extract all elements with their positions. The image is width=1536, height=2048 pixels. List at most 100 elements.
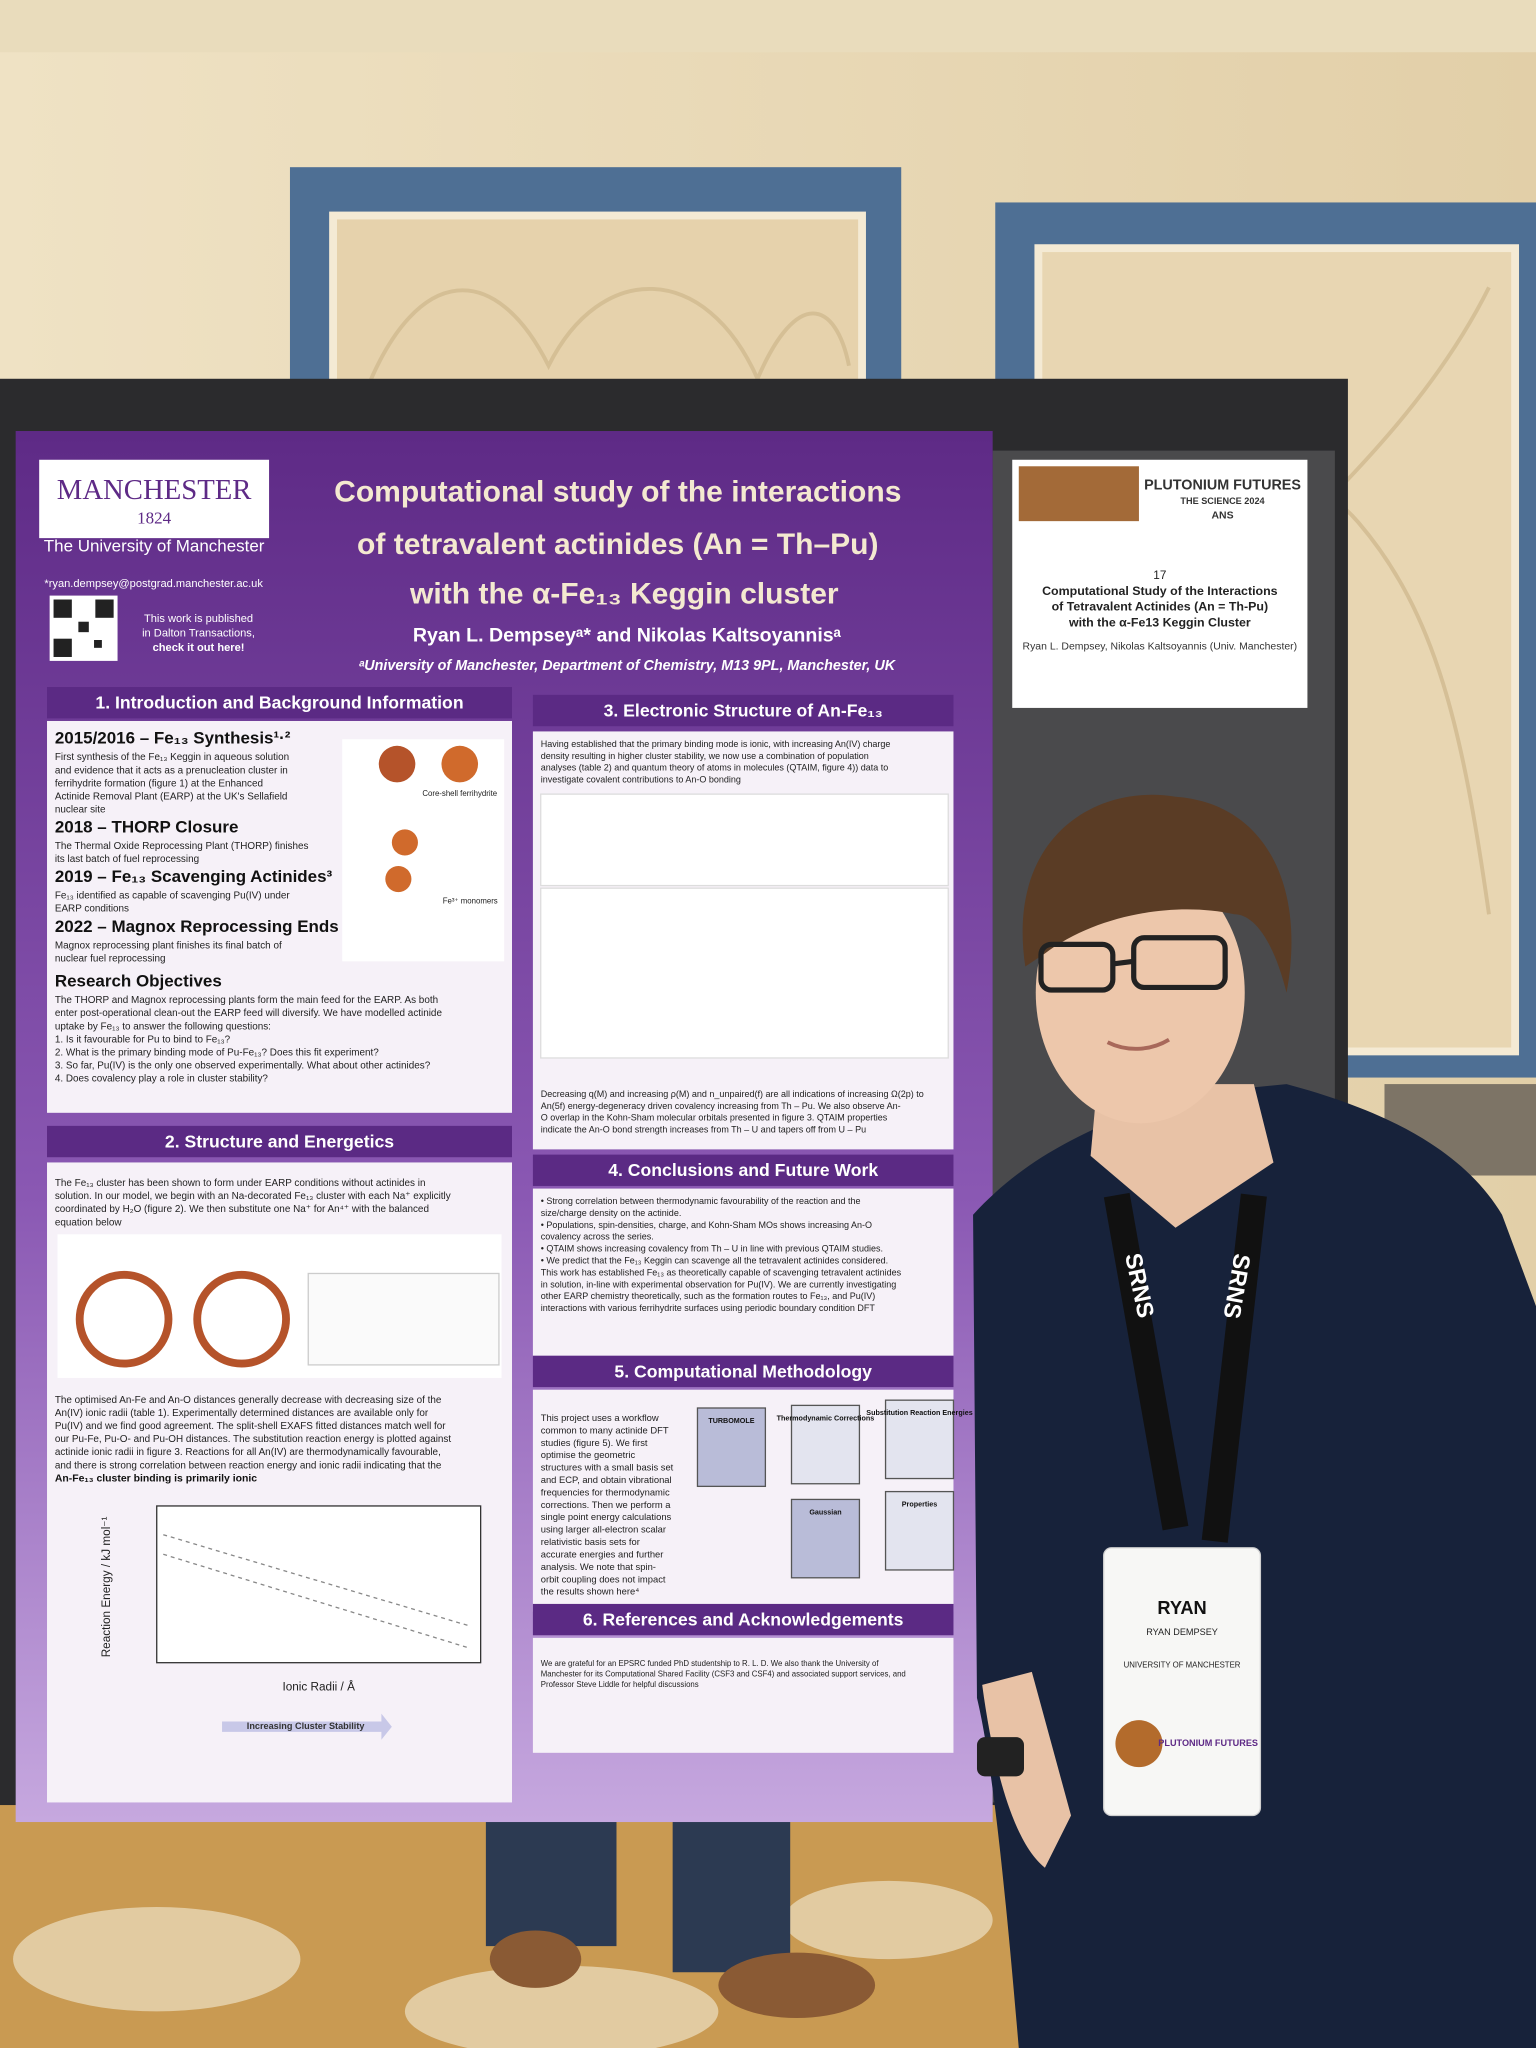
workflow-label: Substitution Reaction Energies [866, 1409, 972, 1417]
section-body [532, 1188, 954, 1356]
logo-box [39, 459, 270, 539]
body-text: 3. So far, Pu(IV) is the only one observ… [55, 1061, 431, 1072]
sign-conference: PLUTONIUM FUTURES [1144, 478, 1301, 494]
body-text: O overlap in the Kohn-Sham molecular orb… [541, 1113, 888, 1123]
publication-note: This work is published [144, 613, 253, 625]
body-text: and there is strong correlation between … [55, 1460, 442, 1471]
workflow-box [884, 1490, 955, 1571]
shoe [718, 1952, 876, 2018]
data-table [540, 793, 949, 887]
body-text: Magnox reprocessing plant finishes its f… [55, 940, 282, 951]
body-text: our Pu-Fe, Pu-O- and Pu-OH distances. Th… [55, 1434, 452, 1445]
body-text: nuclear fuel reprocessing [55, 953, 166, 964]
body-text: EARP conditions [55, 904, 129, 915]
sign-title: Computational Study of the Interactions [1042, 584, 1278, 598]
body-text: Actinide Removal Plant (EARP) at the UK'… [55, 791, 288, 802]
body-text: the results shown here⁴ [541, 1586, 640, 1597]
body-text: ferrihydrite formation (figure 1) at the… [55, 778, 263, 789]
section-header [532, 694, 954, 727]
badge-first-name: RYAN [1157, 1597, 1206, 1618]
body-text: nuclear site [55, 805, 106, 816]
body-text: studies (figure 5). We first [541, 1437, 648, 1448]
sign-number: 17 [1153, 569, 1166, 582]
lanyard [1103, 1192, 1267, 1543]
watch [976, 1737, 1024, 1777]
body-text: equation below [55, 1217, 122, 1228]
section-heading: 3. Electronic Structure of An-Fe₁₃ [604, 700, 883, 720]
figure-molecule [193, 1270, 290, 1368]
section-header [532, 1154, 954, 1186]
badge-full-name: RYAN DEMPSEY [1146, 1627, 1218, 1637]
body-text: indicate the An-O bond strength increase… [541, 1125, 866, 1135]
body-text: and evidence that it acts as a prenuclea… [55, 765, 288, 776]
workflow-box [790, 1498, 861, 1579]
body-text: 1. Is it favourable for Pu to bind to Fe… [55, 1034, 231, 1045]
authors: Ryan L. Dempseyᵃ* and Nikolas Kaltsoyann… [413, 624, 842, 646]
email: *ryan.dempsey@postgrad.manchester.ac.uk [44, 578, 263, 590]
logo-name: MANCHESTER [57, 474, 253, 506]
poster-title: with the α-Fe₁₃ Keggin cluster [409, 578, 839, 611]
hand [982, 1671, 1072, 1868]
arrow [222, 1713, 392, 1740]
body-text: Decreasing q(M) and increasing ρ(M) and … [541, 1089, 924, 1099]
qtaim-plots [540, 887, 949, 1059]
figure [342, 739, 505, 962]
energy-plot [156, 1505, 482, 1664]
body-text: interactions with various ferrihydrite s… [541, 1303, 876, 1313]
body-text: An(5f) energy-degeneracy driven covalenc… [541, 1101, 901, 1111]
body-text: optimise the geometric [541, 1449, 636, 1460]
figure-cluster [385, 865, 412, 893]
section-header [47, 687, 512, 719]
body-text: The THORP and Magnox reprocessing plants… [55, 995, 438, 1006]
sign-society: ANS [1212, 511, 1234, 522]
shoe [489, 1930, 582, 1988]
body-text: An(IV) ionic radii (table 1). Experiment… [55, 1408, 429, 1419]
section-header [47, 1125, 512, 1158]
body-text: coordinated by H₂O (figure 2). We then s… [55, 1204, 429, 1215]
trend-line [163, 1534, 471, 1627]
arrow-label: Increasing Cluster Stability [247, 1721, 366, 1731]
badge-logo [1115, 1720, 1163, 1768]
workflow-label: Thermodynamic Corrections [777, 1414, 875, 1422]
publication-note: check it out here! [153, 642, 245, 654]
section-header [532, 1355, 954, 1388]
body-text: corrections. Then we perform a [541, 1499, 672, 1510]
section-heading: 1. Introduction and Background Informati… [95, 693, 463, 713]
workflow-label: Properties [902, 1501, 937, 1509]
body-text: The Fe₁₃ cluster has been shown to form … [55, 1178, 426, 1189]
sign-authors: Ryan L. Dempsey, Nikolas Kaltsoyannis (U… [1023, 641, 1298, 652]
subheading: Research Objectives [55, 972, 222, 991]
body-text: in solution, in-line with experimental o… [541, 1279, 897, 1289]
workflow-box [696, 1407, 767, 1488]
body-text: • QTAIM shows increasing covalency from … [541, 1244, 883, 1254]
body-text: solution. In our model, we begin with an… [55, 1191, 451, 1202]
body-text: • We predict that the Fe₁₃ Keggin can sc… [541, 1255, 888, 1265]
hair [1022, 794, 1292, 993]
subheading: 2015/2016 – Fe₁₃ Synthesis¹·² [55, 729, 291, 748]
publication-note: in Dalton Transactions, [142, 627, 255, 639]
body-text: frequencies for thermodynamic [541, 1486, 670, 1497]
sign-title: with the α-Fe13 Keggin Cluster [1068, 615, 1251, 629]
glasses [1038, 935, 1228, 993]
sign-photo [1018, 466, 1139, 522]
body-text: Professor Steve Liddle for helpful discu… [541, 1680, 699, 1689]
emphasis-text: An-Fe₁₃ cluster binding is primarily ion… [55, 1474, 257, 1485]
body-text: enter post-operational clean-out the EAR… [55, 1008, 443, 1019]
workflow-box [884, 1399, 955, 1480]
body-text: analysis. We note that spin- [541, 1561, 656, 1572]
body-text: Having established that the primary bind… [541, 739, 891, 749]
body-text: We are grateful for an EPSRC funded PhD … [541, 1659, 880, 1668]
figure-cluster [378, 745, 416, 783]
figure-cluster [441, 745, 479, 783]
body-text: density resulting in higher cluster stab… [541, 751, 869, 761]
subheading: 2022 – Magnox Reprocessing Ends [55, 917, 339, 936]
body-text: its last batch of fuel reprocessing [55, 854, 199, 865]
body-text: using larger all-electron scalar [541, 1524, 666, 1535]
body-text: and ECP, and obtain vibrational [541, 1474, 672, 1485]
sign-edition: THE SCIENCE 2024 [1180, 496, 1265, 506]
poster-title: Computational study of the interactions [334, 476, 901, 509]
figure-cluster [391, 829, 418, 856]
affiliation: ᵃUniversity of Manchester, Department of… [359, 658, 897, 674]
